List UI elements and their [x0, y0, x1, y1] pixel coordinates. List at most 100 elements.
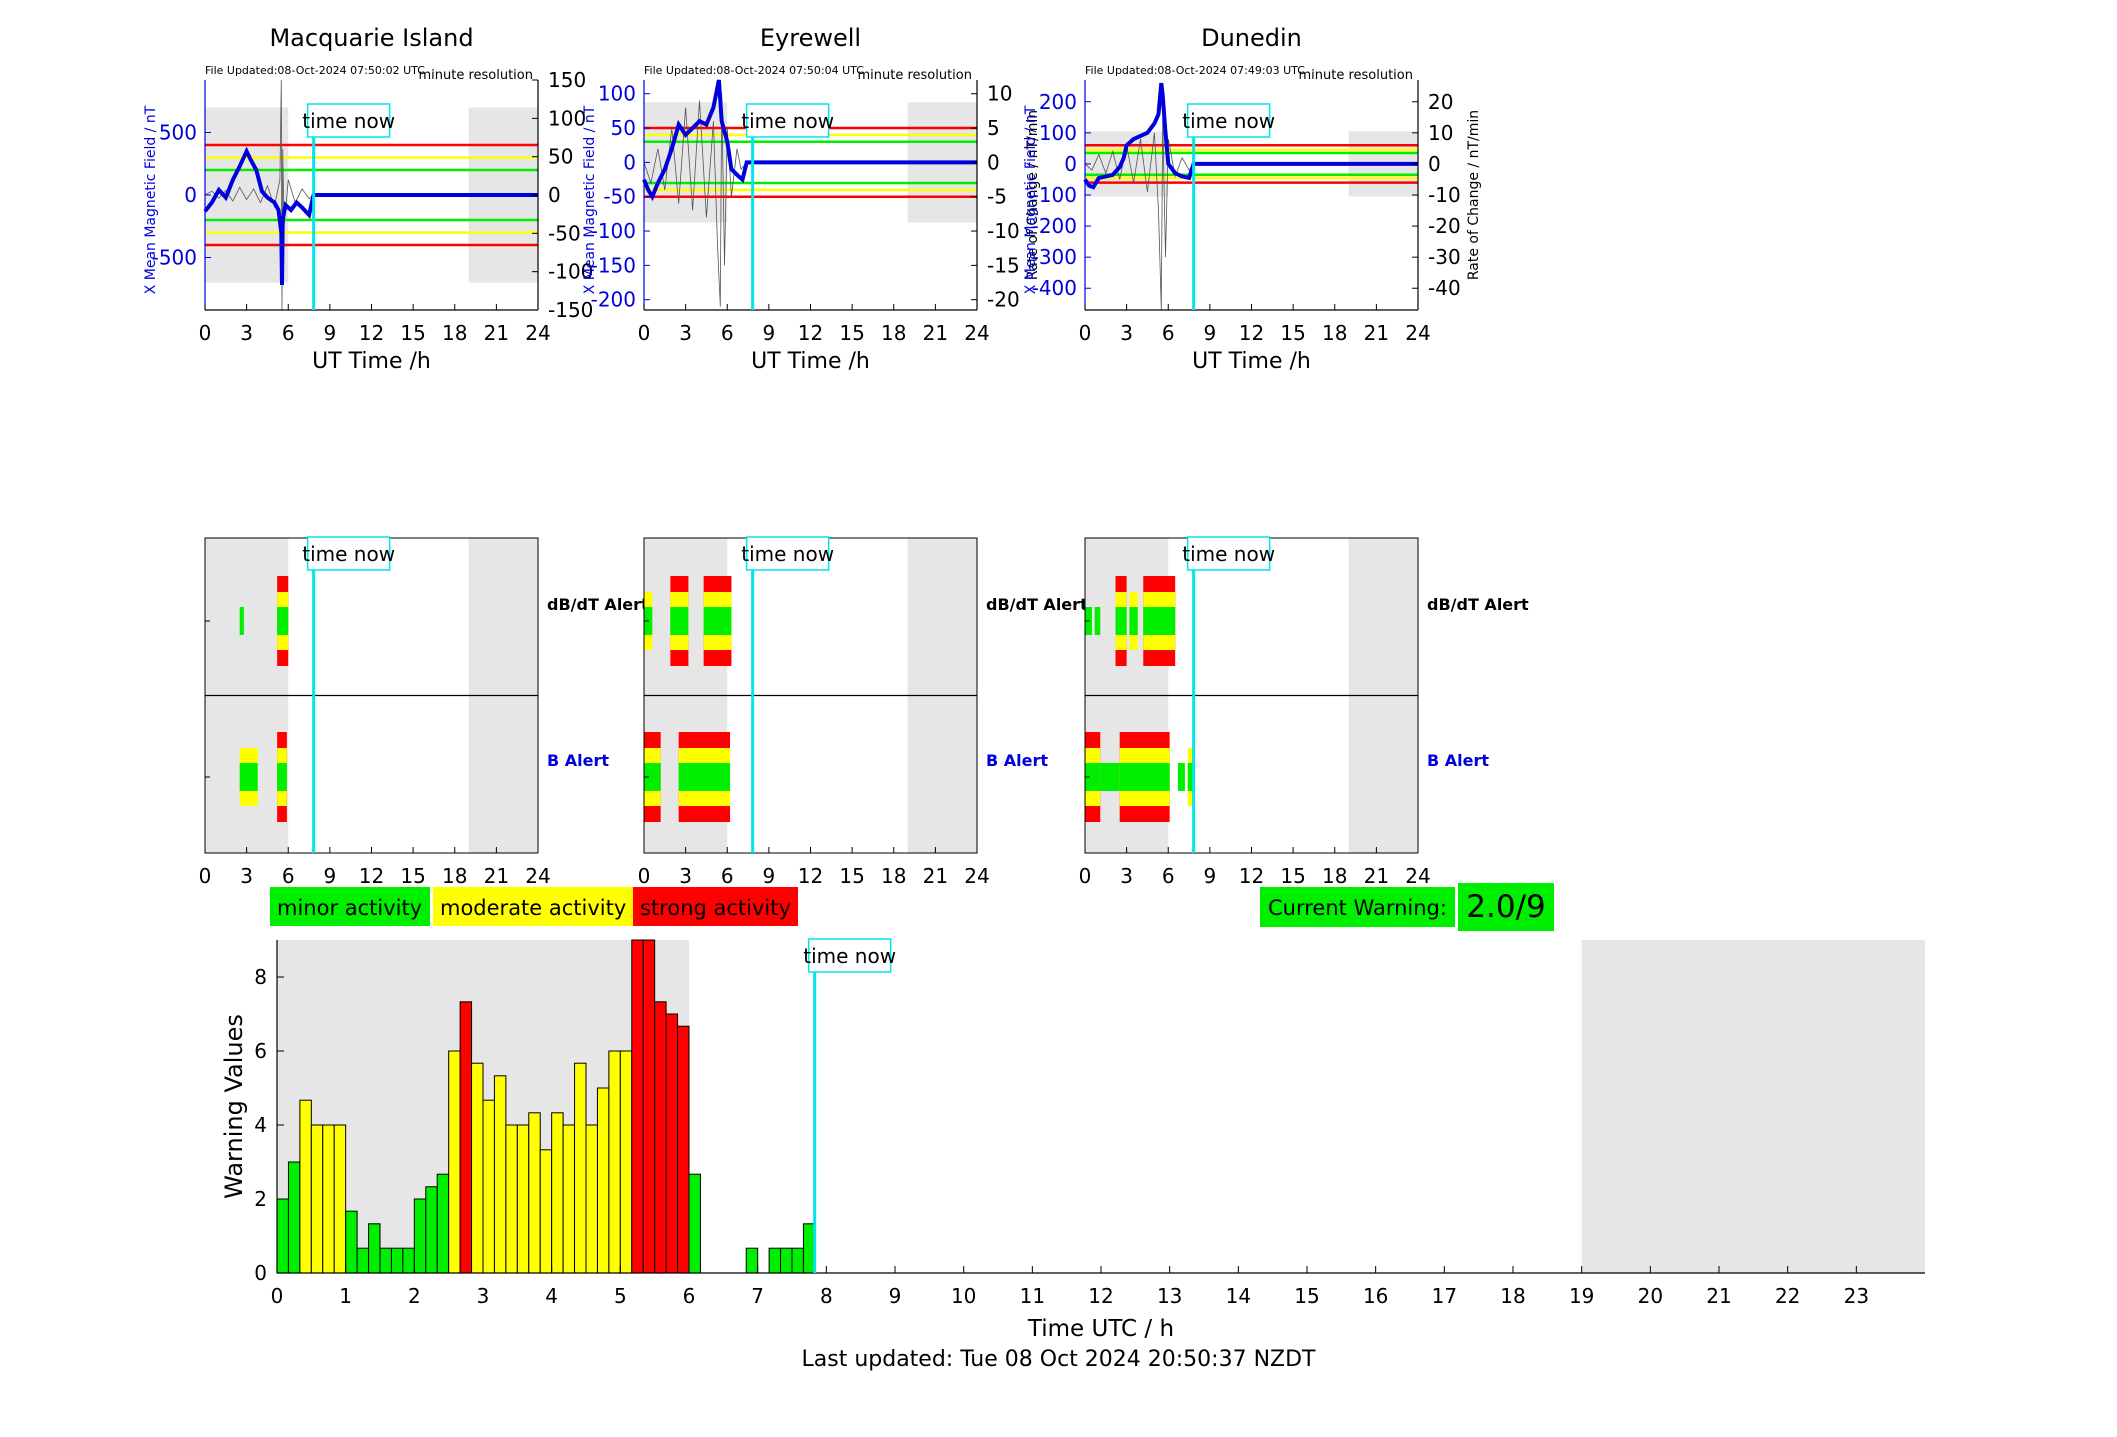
- left-tick-label: 0: [1064, 152, 1077, 176]
- current-warning-label-box: [1260, 887, 1455, 927]
- x-tick-label: 3: [477, 1284, 490, 1308]
- warning-bar: [287, 1161, 301, 1274]
- x-tick-label: 21: [1706, 1284, 1731, 1308]
- x-tick-label: 24: [1405, 321, 1430, 345]
- mean-field-trace: [203, 146, 538, 286]
- x-tick-label: 20: [1638, 1284, 1663, 1308]
- warning-bar: [402, 1247, 415, 1274]
- warning-bar: [471, 1062, 484, 1274]
- b-alert-minor-block: [277, 763, 287, 791]
- b-alert-minor-block: [1177, 763, 1185, 791]
- x-axis-label: UT Time /h: [1192, 349, 1311, 374]
- warning-bar: [390, 1247, 404, 1274]
- warning-bar: [551, 1112, 564, 1274]
- warning-bar: [745, 1247, 759, 1274]
- x-tick-label: 15: [839, 864, 864, 888]
- time-now-marker-label-box: [306, 536, 391, 571]
- dbdt-alert-label: dB/dT Alert: [547, 595, 649, 614]
- x-tick-label: 2: [408, 1284, 421, 1308]
- mean-field-trace: [642, 79, 977, 202]
- x-axis-label: UT Time /h: [751, 349, 870, 374]
- x-tick-label: 24: [964, 321, 989, 345]
- right-tick-label: 100: [548, 106, 586, 130]
- x-tick-label: 12: [1239, 321, 1264, 345]
- time-now-marker-label: time now: [741, 109, 834, 133]
- warning-bar: [436, 1173, 450, 1274]
- x-tick-label: 21: [484, 321, 509, 345]
- x-tick-label: 18: [1500, 1284, 1525, 1308]
- time-now-marker-label: time now: [741, 542, 834, 566]
- activity-legend: minor activity moderate activity strong ac…: [270, 887, 798, 926]
- x-tick-label: 16: [1363, 1284, 1388, 1308]
- dbdt-alert-minor-block: [1094, 607, 1101, 635]
- station-title: Eyrewell: [760, 24, 861, 52]
- time-now-marker-label-box: [1186, 536, 1271, 571]
- x-tick-label: 21: [923, 321, 948, 345]
- x-tick-label: 9: [763, 321, 776, 345]
- right-axis-label: Rate of Change / nT/min: [1025, 110, 1041, 280]
- warning-bar: [574, 1062, 587, 1274]
- right-tick-label: -15: [987, 253, 1020, 277]
- x-tick-label: 24: [525, 321, 550, 345]
- warning-bar: [791, 1247, 804, 1274]
- warning-bar: [425, 1186, 438, 1274]
- x-tick-label: 6: [282, 864, 295, 888]
- left-tick-label: -400: [1032, 276, 1077, 300]
- warning-bar: [654, 1001, 667, 1274]
- x-tick-label: 6: [1162, 864, 1175, 888]
- x-tick-label: 24: [964, 864, 989, 888]
- x-tick-label: 3: [1120, 321, 1133, 345]
- left-tick-label: -100: [591, 219, 636, 243]
- b-alert-label: B Alert: [986, 751, 1048, 770]
- x-tick-label: 21: [1364, 321, 1389, 345]
- x-tick-label: 15: [400, 864, 425, 888]
- x-tick-label: 3: [1120, 864, 1133, 888]
- moderate-legend-label: moderate activity: [440, 896, 626, 920]
- x-tick-label: 21: [1364, 864, 1389, 888]
- warning-bar: [516, 1124, 530, 1274]
- dbdt-alert-label: dB/dT Alert: [986, 595, 1088, 614]
- right-tick-label: 10: [987, 82, 1012, 106]
- x-tick-label: 18: [442, 864, 467, 888]
- dbdt-alert-minor-block: [1143, 607, 1176, 635]
- x-tick-label: 15: [1280, 321, 1305, 345]
- y-tick-label: 8: [254, 965, 267, 989]
- x-tick-label: 9: [889, 1284, 902, 1308]
- warning-bar: [631, 939, 644, 1274]
- left-tick-label: 0: [623, 150, 636, 174]
- x-tick-label: 9: [324, 864, 337, 888]
- left-tick-label: -500: [152, 246, 197, 270]
- file-updated-text: File Updated:08-Oct-2024 07:49:03 UTC: [1085, 64, 1305, 77]
- x-tick-label: 4: [545, 1284, 558, 1308]
- dbdt-alert-minor-block: [670, 607, 689, 635]
- x-tick-label: 17: [1432, 1284, 1457, 1308]
- time-now-marker-label: time now: [302, 542, 395, 566]
- x-tick-label: 15: [839, 321, 864, 345]
- warning-bar: [356, 1247, 370, 1274]
- warning-bar: [596, 1087, 610, 1274]
- x-tick-label: 6: [683, 1284, 696, 1308]
- current-warning-label: Current Warning:: [1268, 896, 1447, 920]
- time-now-marker-label-box: [807, 938, 892, 973]
- x-tick-label: 13: [1157, 1284, 1182, 1308]
- station-eyrewell: Eyrewell File Updated:08-Oct-2024 07:50:0…: [582, 24, 1088, 888]
- minor-legend-label: minor activity: [277, 896, 422, 920]
- warning-bar: [642, 939, 656, 1274]
- x-tick-label: 7: [751, 1284, 764, 1308]
- right-tick-label: -50: [548, 221, 581, 245]
- warning-bar: [448, 1050, 461, 1274]
- dbdt-alert-minor-block: [1115, 607, 1127, 635]
- time-now-marker-label-box: [745, 103, 830, 138]
- night-shade: [1085, 131, 1169, 197]
- left-tick-label: 0: [184, 183, 197, 207]
- warning-bar: [345, 1210, 358, 1274]
- time-now-marker-label: time now: [302, 109, 395, 133]
- station-title: Macquarie Island: [269, 24, 473, 52]
- right-tick-label: 0: [1428, 152, 1441, 176]
- right-tick-label: 20: [1428, 90, 1453, 114]
- left-axis-label: X Mean Magnetic Field / nT: [582, 105, 598, 294]
- station-macquarie-island: Macquarie Island File Updated:08-Oct-2024…: [143, 24, 649, 888]
- current-warning: Current Warning: 2.0/9: [1260, 883, 1554, 931]
- right-tick-label: -30: [1428, 245, 1461, 269]
- left-tick-label: -150: [591, 253, 636, 277]
